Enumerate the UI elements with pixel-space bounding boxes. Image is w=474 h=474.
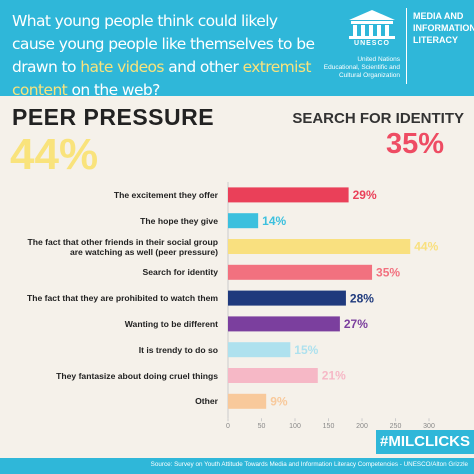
footer-band <box>0 458 474 474</box>
highlight-value: 35% <box>385 128 444 160</box>
category-label: The fact that they are prohibited to wat… <box>27 293 218 304</box>
bar <box>228 213 259 229</box>
category-label: Other <box>195 396 218 407</box>
x-tick-label: 300 <box>423 423 435 430</box>
data-label: 35% <box>376 265 400 279</box>
unesco-logo <box>349 10 395 39</box>
bar <box>228 393 267 409</box>
data-label: 9% <box>270 394 288 408</box>
divider <box>406 8 407 84</box>
category-label: The fact that other friends in their soc… <box>27 236 218 257</box>
bar <box>228 187 349 203</box>
hashtag: #MILCLICKS <box>376 430 474 454</box>
highlight-label: SEARCH FOR IDENTITY <box>292 110 464 127</box>
bar <box>228 290 346 306</box>
logo-text: UNESCO <box>354 40 390 47</box>
x-tick-label: 50 <box>258 423 266 430</box>
category-label: Wanting to be different <box>124 318 218 329</box>
source: Source: Survey on Youth Attitude Towards… <box>150 461 468 468</box>
x-tick-label: 200 <box>356 423 368 430</box>
data-label: 29% <box>353 188 377 202</box>
data-label: 44% <box>414 240 438 254</box>
question-highlight: hate videos <box>80 58 164 76</box>
question-text: on the web? <box>67 81 160 99</box>
category-label: The excitement they offer <box>113 189 218 200</box>
question: What young people think could likely cau… <box>12 10 317 102</box>
bar <box>228 239 411 254</box>
organization: United Nations Educational, Scientific a… <box>323 56 400 79</box>
category-label: Search for identity <box>142 267 218 278</box>
data-label: 21% <box>322 369 346 383</box>
bar <box>228 264 373 280</box>
bar <box>228 368 318 383</box>
category-label: It is trendy to do so <box>138 344 218 355</box>
x-tick-label: 150 <box>323 423 335 430</box>
question-text: What young people think could likely cau… <box>12 12 315 76</box>
bar <box>228 342 291 358</box>
bar <box>228 316 340 332</box>
banner <box>0 0 474 96</box>
data-label: 15% <box>294 343 318 357</box>
x-tick-label: 250 <box>390 423 402 430</box>
x-tick-label: 100 <box>289 423 301 430</box>
highlight-label: PEER PRESSURE <box>12 104 215 130</box>
category-label: The hope they give <box>140 215 218 226</box>
data-label: 27% <box>344 317 368 331</box>
highlight-value: 44% <box>10 130 99 179</box>
x-tick-label: 0 <box>226 423 230 430</box>
data-label: 14% <box>262 214 286 228</box>
data-label: 28% <box>350 291 374 305</box>
category-label: They fantasize about doing cruel things <box>56 370 218 381</box>
program: MEDIA AND INFORMATION LITERACY <box>413 11 474 45</box>
question-text: and other <box>163 58 243 76</box>
question-highlight: extremist content <box>12 58 311 99</box>
